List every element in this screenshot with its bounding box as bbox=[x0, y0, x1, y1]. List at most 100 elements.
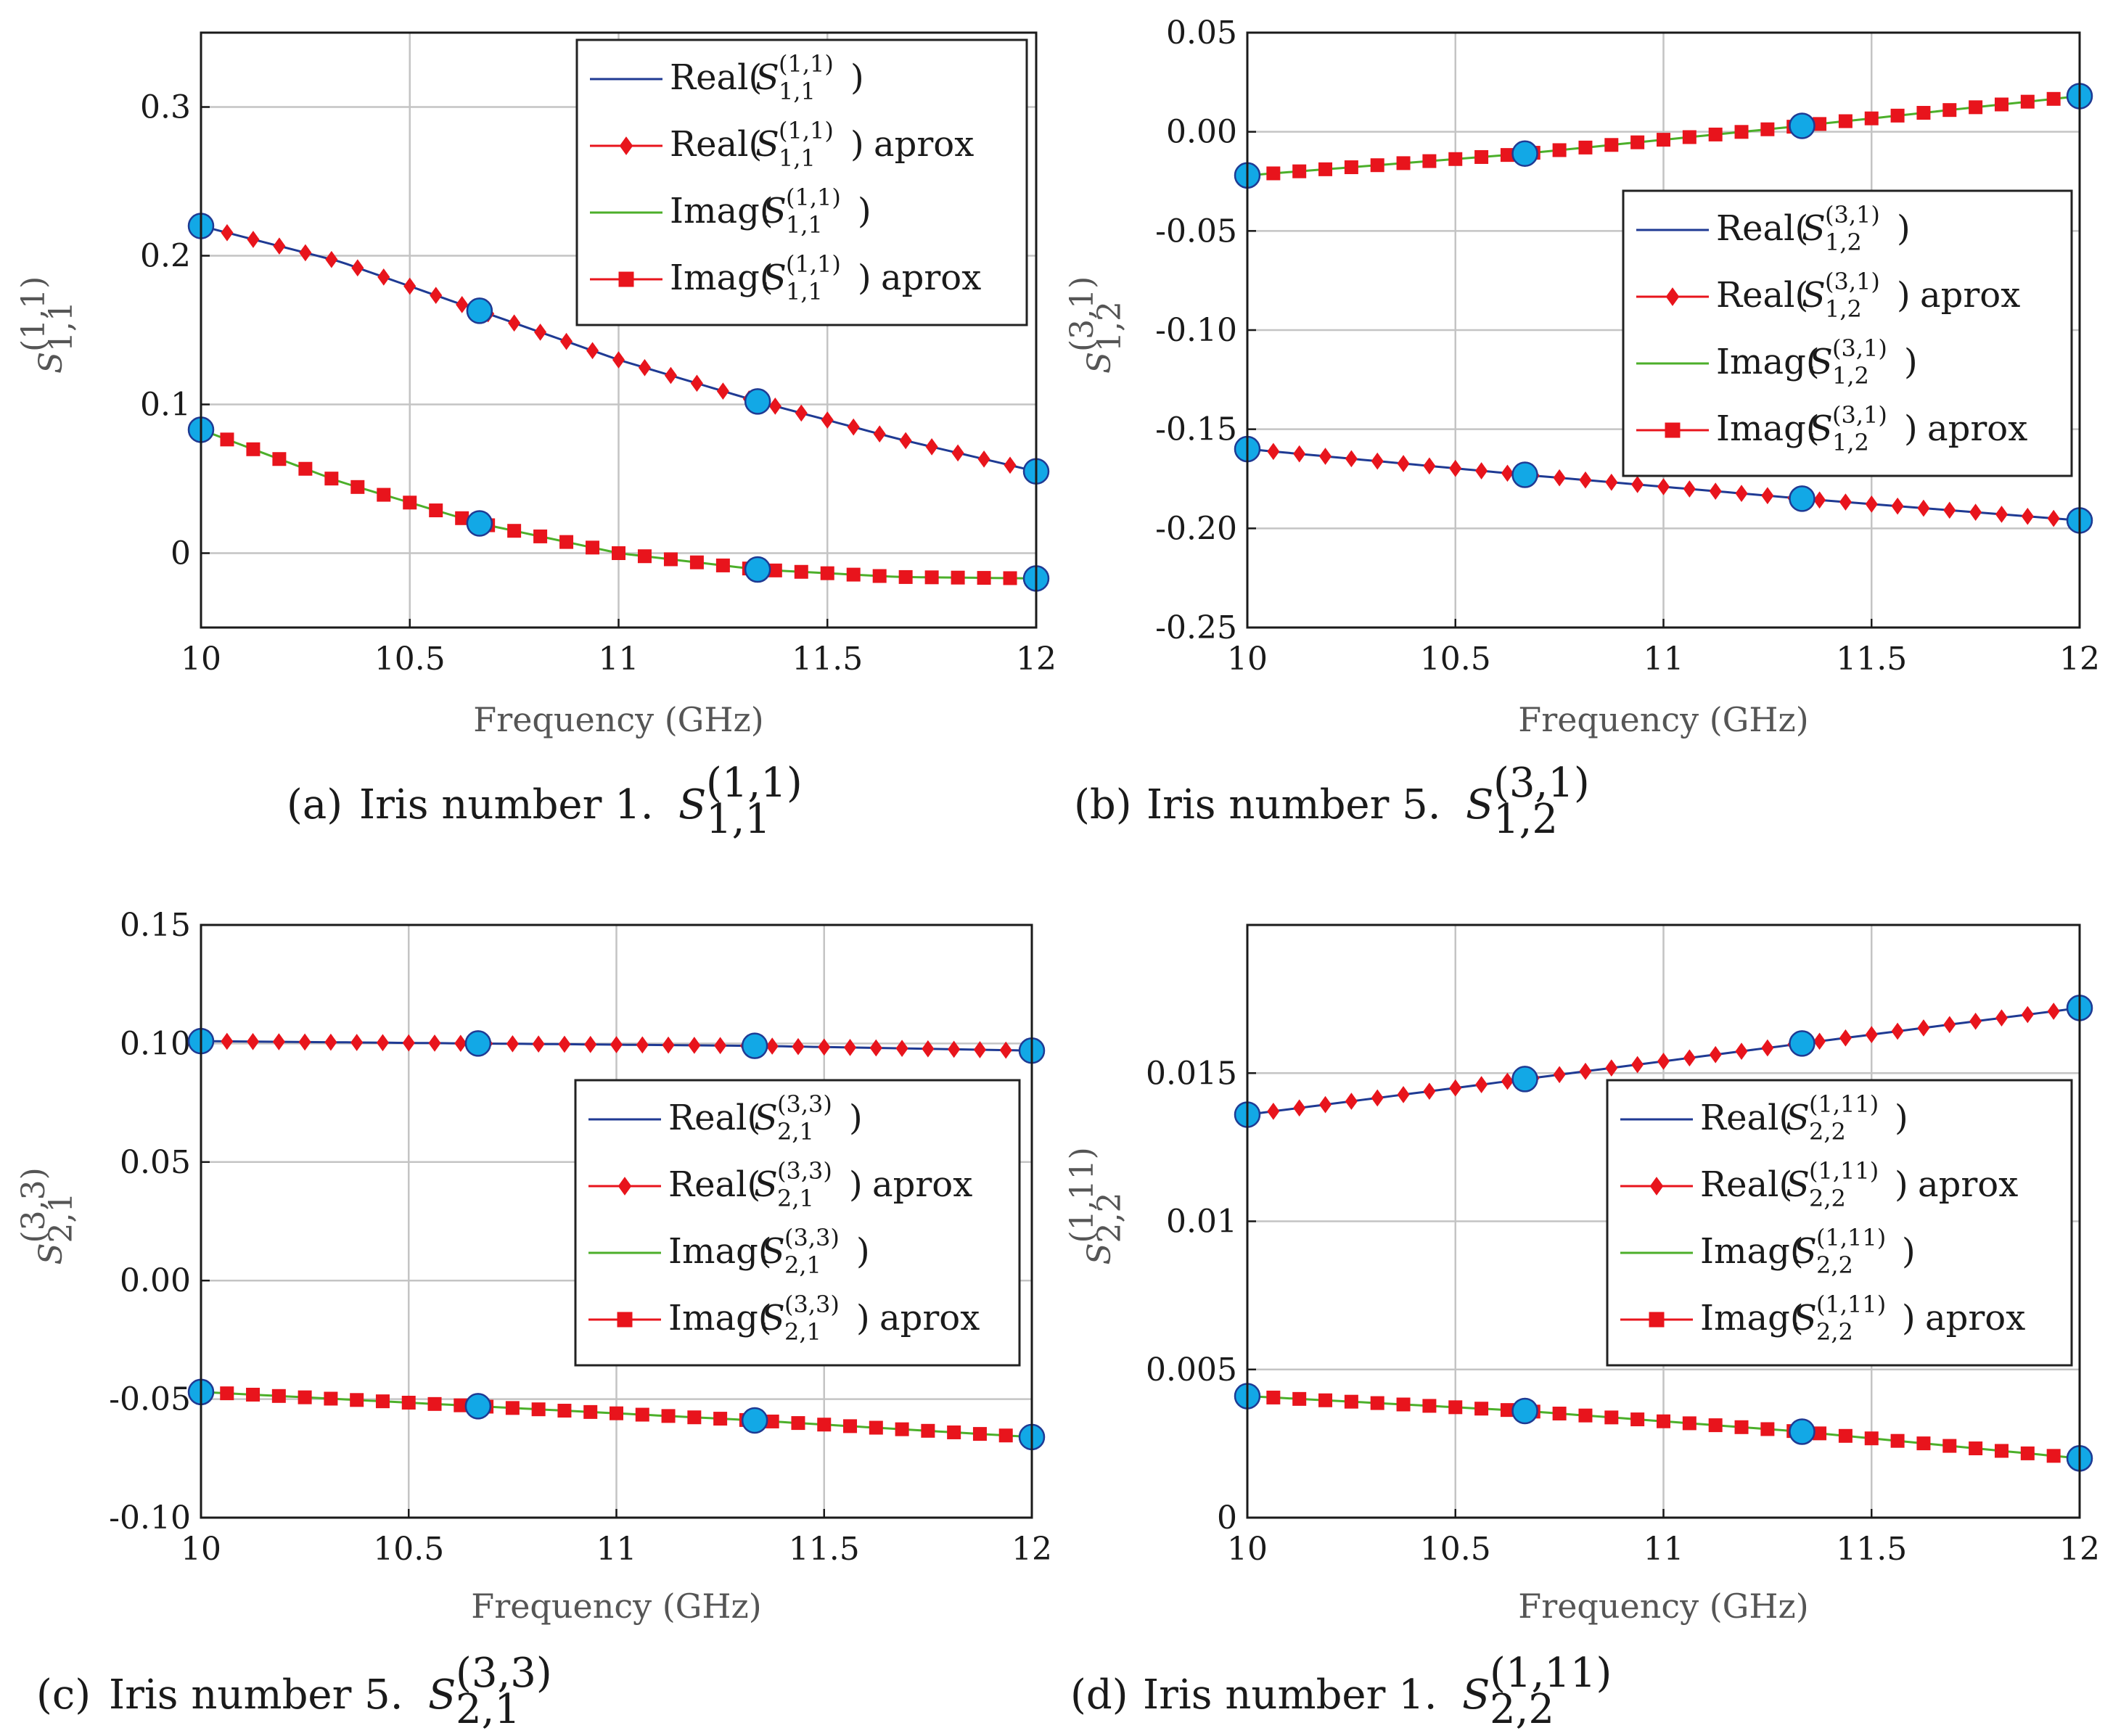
approx-point bbox=[1813, 1032, 1826, 1050]
legend-close-paren: ) bbox=[858, 258, 871, 298]
caption-text: Iris number 1. bbox=[359, 781, 654, 828]
approx-point bbox=[1760, 1422, 1775, 1436]
approx-markers-imag bbox=[1240, 1389, 2087, 1465]
legend-symbol: S bbox=[763, 191, 787, 231]
approx-point bbox=[2047, 509, 2060, 527]
legend-entry-imag-approx: Imag(S (1,1)1,1) aprox bbox=[590, 250, 981, 305]
approx-point bbox=[532, 1035, 545, 1053]
legend-subscript: 1,1 bbox=[779, 78, 816, 105]
caption-sub: 2,1 bbox=[456, 1686, 520, 1733]
x-tick-label: 10.5 bbox=[374, 641, 446, 678]
approx-point bbox=[1318, 448, 1332, 465]
approx-point bbox=[1734, 1420, 1749, 1434]
legend-kind: Real( bbox=[1700, 1098, 1792, 1138]
approx-point bbox=[1318, 162, 1333, 176]
approx-point bbox=[402, 1034, 415, 1052]
x-tick-label: 10 bbox=[181, 641, 221, 678]
legend-suffix: aprox bbox=[1918, 1164, 2018, 1205]
x-tick-label: 12 bbox=[2059, 1531, 2100, 1568]
approx-point bbox=[1631, 475, 1644, 493]
approx-point bbox=[1292, 1391, 1307, 1406]
legend-kind: Imag( bbox=[1700, 1298, 1804, 1338]
approx-point bbox=[817, 1418, 832, 1432]
y-tick-label: -0.05 bbox=[1155, 213, 1237, 250]
approx-point bbox=[869, 1039, 882, 1057]
legend-marker bbox=[617, 1312, 633, 1328]
x-tick-label: 12 bbox=[1016, 641, 1056, 678]
approx-point bbox=[1813, 491, 1826, 509]
sample-point bbox=[464, 1393, 492, 1420]
approx-point bbox=[1969, 100, 1983, 115]
y-axis-label-symbol: S bbox=[33, 352, 70, 374]
legend-kind: Real( bbox=[1700, 1164, 1792, 1205]
y-axis-label-symbol: S bbox=[33, 1243, 70, 1264]
sample-point bbox=[1789, 112, 1815, 139]
approx-point bbox=[1916, 1436, 1931, 1451]
approx-point bbox=[1371, 1089, 1384, 1107]
legend-suffix: aprox bbox=[881, 258, 981, 298]
caption-sub: 2,2 bbox=[1490, 1686, 1554, 1733]
approx-point bbox=[690, 374, 703, 392]
legend-symbol: S bbox=[1809, 408, 1833, 449]
approx-point bbox=[1865, 495, 1878, 513]
legend-symbol: S bbox=[754, 1164, 778, 1205]
y-axis-label: S(3,1)1,2 bbox=[1064, 276, 1128, 374]
approx-point bbox=[1474, 1402, 1489, 1416]
approx-point bbox=[247, 1032, 260, 1050]
approx-point bbox=[1552, 143, 1567, 157]
approx-point bbox=[221, 1032, 234, 1050]
y-axis-label-symbol: S bbox=[1081, 352, 1118, 374]
approx-point bbox=[401, 1395, 416, 1410]
approx-point bbox=[922, 1040, 935, 1058]
legend-close-paren: ) bbox=[849, 1164, 863, 1205]
y-tick-label: 0.01 bbox=[1166, 1204, 1237, 1241]
approx-point bbox=[1761, 487, 1774, 505]
approx-point bbox=[1838, 1428, 1853, 1443]
legend-suffix: aprox bbox=[1925, 1298, 2025, 1338]
legend-marker bbox=[1665, 422, 1681, 438]
legend-symbol: S bbox=[1802, 208, 1826, 249]
legend-symbol: S bbox=[763, 258, 787, 298]
approx-point bbox=[947, 1425, 961, 1439]
legend-symbol: S bbox=[1793, 1298, 1817, 1338]
caption-sub: 1,1 bbox=[706, 796, 771, 843]
approx-point bbox=[351, 259, 364, 277]
approx-point bbox=[558, 1035, 571, 1053]
approx-point bbox=[664, 366, 677, 384]
legend-symbol: S bbox=[1786, 1098, 1810, 1138]
approx-point bbox=[1397, 455, 1410, 472]
legend-marker bbox=[619, 136, 633, 155]
legend-kind: Real( bbox=[668, 1164, 760, 1205]
legend-subscript: 2,1 bbox=[777, 1185, 814, 1212]
y-axis-label-sub: 2,1 bbox=[43, 1193, 80, 1243]
legend-entry-real-approx: Real(S (3,3)2,1) aprox bbox=[588, 1157, 972, 1212]
approx-point bbox=[1578, 1408, 1593, 1423]
legend-kind: Real( bbox=[670, 57, 762, 98]
legend-symbol: S bbox=[761, 1231, 785, 1272]
approx-point bbox=[898, 569, 913, 584]
approx-point bbox=[427, 1396, 442, 1411]
legend-close-paren: ) bbox=[858, 191, 871, 231]
approx-point bbox=[1423, 457, 1436, 475]
approx-point bbox=[1942, 103, 1957, 118]
legend-sup: (3,3) bbox=[777, 1157, 832, 1185]
approx-point bbox=[324, 472, 339, 486]
approx-point bbox=[1735, 485, 1748, 503]
approx-point bbox=[1397, 1086, 1410, 1103]
approx-point bbox=[714, 1037, 727, 1055]
caption: (a) Iris number 1. S (1,1)1,1 bbox=[287, 760, 803, 843]
approx-point bbox=[272, 452, 287, 466]
approx-point bbox=[612, 546, 625, 560]
approx-point bbox=[377, 268, 390, 286]
legend-subscript: 2,1 bbox=[777, 1118, 814, 1145]
approx-point bbox=[1631, 1056, 1644, 1074]
approx-point bbox=[324, 1391, 338, 1406]
approx-point bbox=[1917, 1019, 1930, 1037]
legend-marker bbox=[1649, 1177, 1664, 1196]
approx-point bbox=[1917, 499, 1930, 517]
approx-point bbox=[531, 1402, 546, 1417]
approx-point bbox=[1396, 1397, 1411, 1412]
sample-point bbox=[466, 510, 493, 537]
approx-point bbox=[583, 1404, 598, 1419]
